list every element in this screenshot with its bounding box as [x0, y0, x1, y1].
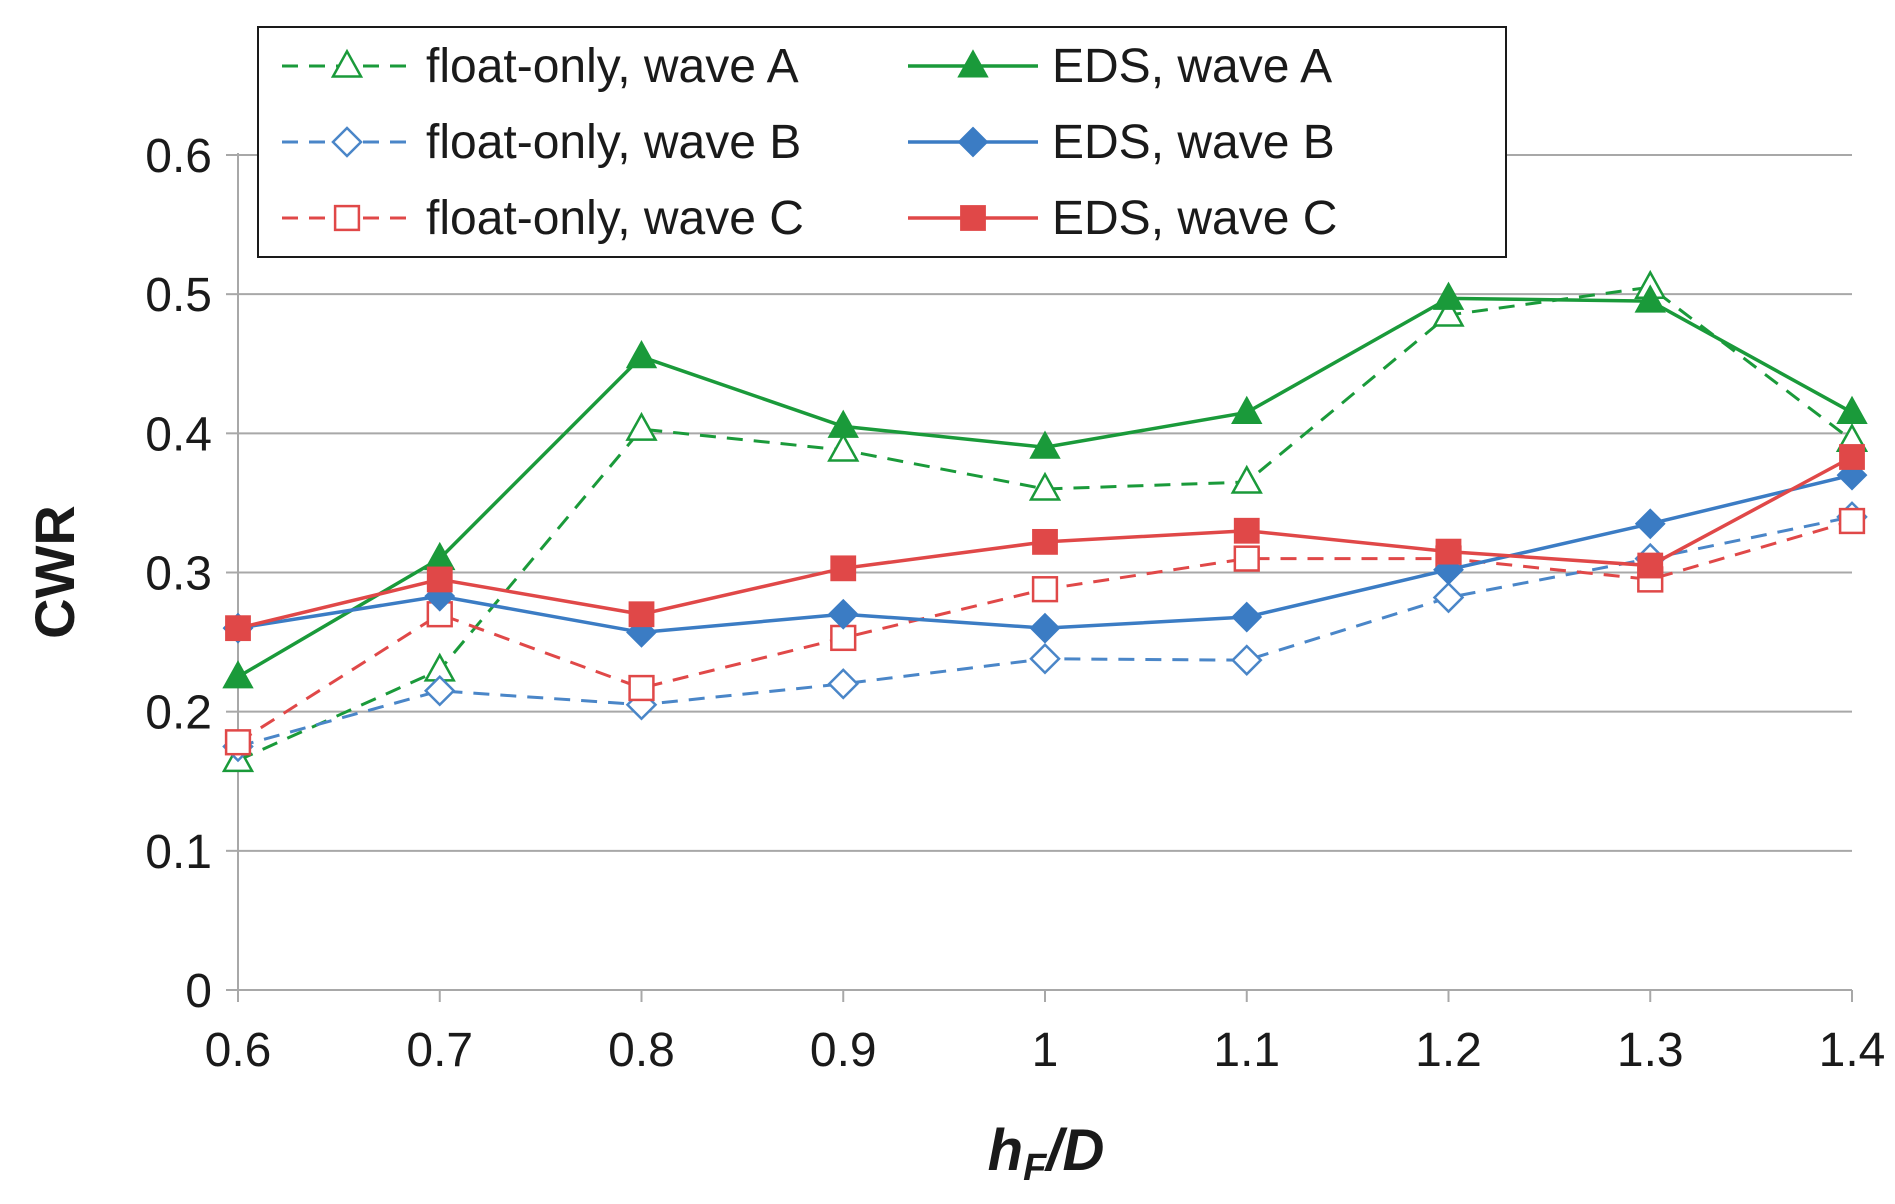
legend-swatch-marker [957, 49, 989, 78]
legend-label: float-only, wave C [426, 192, 804, 245]
legend-swatch-marker [331, 126, 363, 158]
legend: float-only, wave A EDS, wave A float-only,… [257, 26, 1507, 258]
x-tick-label-4: 1 [1032, 1024, 1059, 1077]
point-float-only-wave-c-4 [1031, 576, 1059, 603]
point-float-only-wave-a-3 [827, 432, 860, 462]
x-tick-label-5: 1.1 [1213, 1024, 1280, 1077]
legend-swatch-marker [330, 48, 364, 78]
point-eds-wave-c-0 [225, 615, 251, 642]
point-float-only-wave-b-1 [423, 675, 456, 707]
point-float-only-wave-b-3 [827, 668, 860, 700]
series-eds-wave-a [222, 281, 1868, 689]
point-eds-wave-c-3 [830, 555, 857, 582]
point-float-only-wave-b-5 [1230, 644, 1263, 676]
series-float-only-wave-a [221, 269, 1869, 773]
x-axis-label-rest: /D [1043, 1118, 1104, 1183]
x-axis-label-main: h [988, 1118, 1023, 1183]
legend-swatch-marker [957, 126, 989, 158]
legend-item-float-only-wave-b: float-only, wave B [282, 116, 801, 169]
legend-item-eds-wave-c: EDS, wave C [908, 192, 1337, 245]
x-tick-label-7: 1.3 [1617, 1024, 1684, 1077]
legend-swatch-marker [333, 204, 361, 232]
point-eds-wave-c-2 [628, 601, 655, 628]
legend-label: EDS, wave A [1052, 40, 1332, 93]
y-tick-label-5: 0.5 [145, 269, 212, 322]
series-layer [221, 269, 1869, 773]
point-eds-wave-c-8 [1839, 444, 1865, 470]
y-tick-label-6: 0.6 [145, 130, 212, 183]
point-float-only-wave-c-2 [628, 674, 655, 702]
x-tick-label-0: 0.6 [205, 1024, 272, 1077]
legend-box [257, 26, 1507, 258]
legend-label: float-only, wave B [426, 116, 801, 169]
x-tick-label-2: 0.8 [608, 1024, 675, 1077]
x-axis-label-subscript: F [1023, 1147, 1048, 1189]
legend-label: EDS, wave B [1052, 116, 1335, 169]
point-eds-wave-a-8 [1836, 395, 1868, 424]
point-eds-wave-a-5 [1231, 395, 1263, 424]
x-tick-label-6: 1.2 [1415, 1024, 1482, 1077]
tick-labels: 0 0.1 0.2 0.3 0.4 0.5 0.6 0.6 0.7 0.8 0.9 1 1.1 1.2 1.… [145, 130, 1885, 1077]
legend-item-float-only-wave-c: float-only, wave C [282, 192, 804, 245]
gridlines [238, 154, 1852, 852]
series-line-float-only-wave-a [237, 285, 1853, 762]
x-axis-label: hF/D [988, 1118, 1105, 1189]
point-eds-wave-c-4 [1032, 528, 1058, 555]
point-float-only-wave-a-6 [1432, 297, 1465, 327]
point-eds-wave-a-7 [1634, 284, 1666, 313]
legend-label: EDS, wave C [1052, 192, 1337, 245]
x-tick-label-3: 0.9 [810, 1024, 877, 1077]
point-eds-wave-c-6 [1435, 538, 1462, 565]
point-eds-wave-a-0 [222, 660, 254, 689]
x-tick-label-8: 1.4 [1819, 1024, 1886, 1077]
point-float-only-wave-c-5 [1233, 545, 1260, 572]
legend-label: float-only, wave A [426, 40, 799, 93]
point-eds-wave-a-2 [625, 340, 658, 369]
y-tick-label-2: 0.2 [145, 687, 212, 740]
y-tick-label-1: 0.1 [145, 826, 212, 879]
point-float-only-wave-b-6 [1432, 581, 1465, 614]
legend-item-float-only-wave-a: float-only, wave A [282, 40, 799, 93]
y-tick-label-3: 0.3 [145, 548, 212, 601]
legend-item-eds-wave-b: EDS, wave B [908, 116, 1335, 169]
point-float-only-wave-b-4 [1029, 643, 1061, 675]
point-eds-wave-c-5 [1233, 517, 1260, 544]
point-eds-wave-a-6 [1432, 281, 1465, 310]
point-float-only-wave-a-5 [1230, 464, 1263, 494]
y-tick-label-4: 0.4 [145, 408, 212, 461]
point-float-only-wave-a-2 [625, 411, 658, 441]
point-float-only-wave-c-0 [224, 729, 252, 756]
point-eds-wave-b-7 [1634, 508, 1666, 540]
point-eds-wave-c-1 [426, 566, 453, 593]
legend-swatch-marker [960, 205, 986, 231]
y-tick-label-0: 0 [185, 965, 212, 1018]
y-axis-label: CWR [23, 505, 86, 639]
point-eds-wave-c-7 [1637, 552, 1664, 579]
point-eds-wave-b-5 [1231, 601, 1263, 633]
point-eds-wave-a-4 [1029, 430, 1061, 459]
axes [226, 153, 1853, 1002]
point-float-only-wave-a-4 [1028, 471, 1062, 501]
point-float-only-wave-c-8 [1838, 507, 1866, 535]
point-eds-wave-b-4 [1029, 612, 1061, 644]
series-eds-wave-c [225, 444, 1865, 642]
point-eds-wave-a-3 [827, 409, 859, 438]
legend-item-eds-wave-a: EDS, wave A [908, 40, 1332, 93]
x-tick-label-1: 0.7 [406, 1024, 473, 1077]
point-eds-wave-b-3 [827, 598, 859, 630]
